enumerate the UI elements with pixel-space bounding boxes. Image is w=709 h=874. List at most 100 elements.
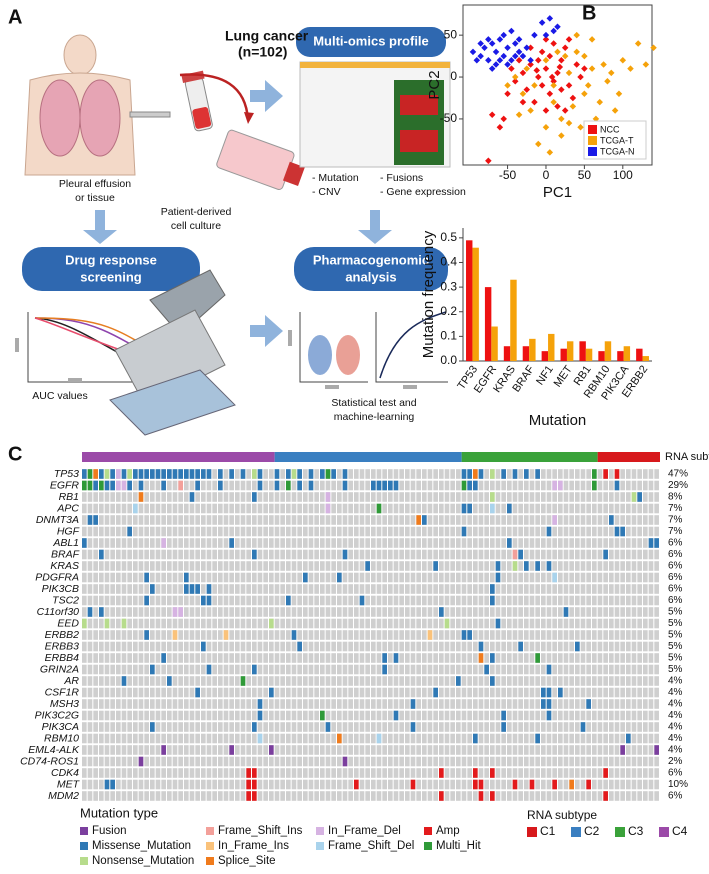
empty-cell <box>632 653 637 663</box>
empty-cell <box>263 688 268 698</box>
empty-cell <box>405 538 410 548</box>
empty-cell <box>643 561 648 571</box>
empty-cell <box>320 584 325 594</box>
empty-cell <box>643 665 648 675</box>
point <box>524 65 531 72</box>
mutation-cell <box>620 745 625 755</box>
empty-cell <box>348 515 353 525</box>
empty-cell <box>535 538 540 548</box>
empty-cell <box>122 734 127 744</box>
empty-cell <box>218 492 223 502</box>
empty-cell <box>422 527 427 537</box>
empty-cell <box>286 757 291 767</box>
empty-cell <box>399 711 404 721</box>
empty-cell <box>207 676 212 686</box>
empty-cell <box>541 745 546 755</box>
empty-cell <box>252 688 257 698</box>
empty-cell <box>388 607 393 617</box>
empty-cell <box>178 665 183 675</box>
empty-cell <box>354 688 359 698</box>
empty-cell <box>354 527 359 537</box>
empty-cell <box>348 768 353 778</box>
empty-cell <box>405 676 410 686</box>
mutation-cell <box>564 607 569 617</box>
empty-cell <box>156 722 161 732</box>
point <box>643 61 650 68</box>
mutation-cell <box>343 550 348 560</box>
empty-cell <box>161 550 166 560</box>
mutation-cell <box>620 527 625 537</box>
empty-cell <box>411 688 416 698</box>
empty-cell <box>507 630 512 640</box>
mutation-cell <box>127 527 132 537</box>
point <box>650 44 657 51</box>
empty-cell <box>598 757 603 767</box>
empty-cell <box>337 791 342 801</box>
empty-cell <box>462 665 467 675</box>
empty-cell <box>377 607 382 617</box>
empty-cell <box>598 527 603 537</box>
empty-cell <box>224 492 229 502</box>
mutation-cell <box>229 745 234 755</box>
empty-cell <box>371 630 376 640</box>
empty-cell <box>201 768 206 778</box>
empty-cell <box>649 481 654 491</box>
empty-cell <box>507 607 512 617</box>
empty-cell <box>337 538 342 548</box>
empty-cell <box>394 745 399 755</box>
empty-cell <box>371 596 376 606</box>
empty-cell <box>541 734 546 744</box>
empty-cell <box>275 596 280 606</box>
empty-cell <box>535 745 540 755</box>
empty-cell <box>201 688 206 698</box>
empty-cell <box>229 780 234 790</box>
legend-label: TCGA-T <box>600 135 634 145</box>
empty-cell <box>626 653 631 663</box>
empty-cell <box>513 722 518 732</box>
empty-cell <box>637 676 642 686</box>
empty-cell <box>405 711 410 721</box>
empty-cell <box>558 538 563 548</box>
empty-cell <box>388 791 393 801</box>
legend-swatch <box>206 842 214 850</box>
empty-cell <box>286 722 291 732</box>
mutation-cell <box>139 481 144 491</box>
empty-cell <box>127 676 132 686</box>
box-label: screening <box>80 269 141 284</box>
empty-cell <box>462 653 467 663</box>
empty-cell <box>433 538 438 548</box>
empty-cell <box>314 492 319 502</box>
empty-cell <box>541 561 546 571</box>
empty-cell <box>541 573 546 583</box>
empty-cell <box>405 561 410 571</box>
empty-cell <box>433 515 438 525</box>
frequency-label: 5% <box>668 607 683 618</box>
empty-cell <box>258 515 263 525</box>
empty-cell <box>615 745 620 755</box>
empty-cell <box>654 757 659 767</box>
empty-cell <box>479 745 484 755</box>
empty-cell <box>530 665 535 675</box>
mutation-cell <box>467 481 472 491</box>
empty-cell <box>133 561 138 571</box>
empty-cell <box>116 573 121 583</box>
empty-cell <box>575 538 580 548</box>
mutation-cell <box>360 596 365 606</box>
empty-cell <box>592 538 597 548</box>
empty-cell <box>473 596 478 606</box>
point <box>616 91 623 98</box>
caption: - Fusions <box>380 172 423 184</box>
mutation-cell <box>252 492 257 502</box>
empty-cell <box>337 711 342 721</box>
empty-cell <box>388 596 393 606</box>
empty-cell <box>309 550 314 560</box>
bar <box>466 240 472 361</box>
empty-cell <box>303 757 308 767</box>
empty-cell <box>314 584 319 594</box>
empty-cell <box>337 745 342 755</box>
empty-cell <box>558 550 563 560</box>
empty-cell <box>603 607 608 617</box>
empty-cell <box>178 550 183 560</box>
empty-cell <box>496 665 501 675</box>
empty-cell <box>450 711 455 721</box>
